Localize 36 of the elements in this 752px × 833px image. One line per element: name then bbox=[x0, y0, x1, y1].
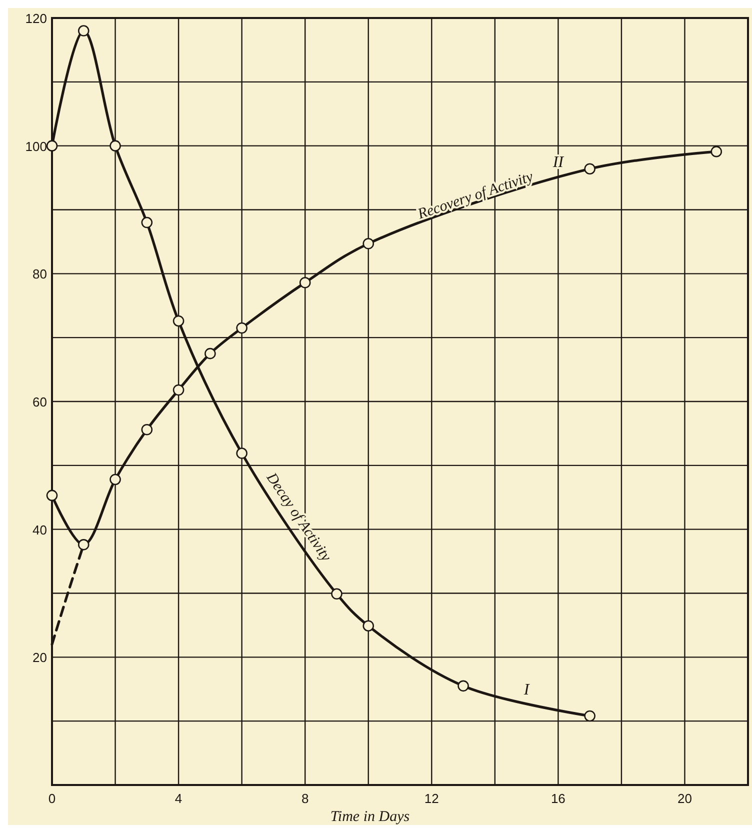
point bbox=[172, 315, 184, 327]
x-tick-label: 16 bbox=[550, 791, 566, 806]
point bbox=[299, 276, 311, 288]
y-tick-label: 20 bbox=[32, 650, 47, 666]
x-tick-label: 12 bbox=[424, 791, 439, 806]
point bbox=[78, 25, 90, 36]
point bbox=[46, 490, 58, 502]
point bbox=[331, 588, 342, 600]
point bbox=[204, 348, 216, 360]
y-tick-label: 120 bbox=[25, 11, 47, 26]
annotation: I bbox=[522, 681, 530, 698]
y-tick-label: 60 bbox=[32, 394, 47, 410]
x-tick-label: 0 bbox=[48, 791, 56, 806]
y-tick-label: 80 bbox=[32, 266, 47, 282]
point bbox=[78, 539, 90, 550]
point bbox=[236, 322, 248, 334]
point bbox=[172, 384, 184, 396]
point bbox=[46, 140, 58, 152]
point bbox=[362, 620, 374, 632]
point bbox=[584, 710, 596, 722]
point bbox=[710, 146, 722, 158]
point bbox=[584, 163, 596, 174]
point bbox=[141, 424, 153, 436]
point bbox=[458, 680, 469, 692]
x-tick-label: 8 bbox=[301, 791, 309, 806]
point bbox=[110, 474, 121, 486]
y-tick-label: 100 bbox=[25, 138, 47, 154]
text: Recovery of Activity bbox=[414, 168, 536, 223]
point bbox=[141, 216, 153, 228]
x-tick-label: 4 bbox=[174, 791, 182, 806]
point bbox=[110, 140, 121, 152]
point bbox=[236, 448, 248, 459]
x-tick-label: 20 bbox=[677, 791, 692, 806]
x-axis-title: Time in Days bbox=[330, 809, 410, 825]
point bbox=[362, 238, 374, 250]
y-tick-label: 40 bbox=[32, 522, 47, 538]
